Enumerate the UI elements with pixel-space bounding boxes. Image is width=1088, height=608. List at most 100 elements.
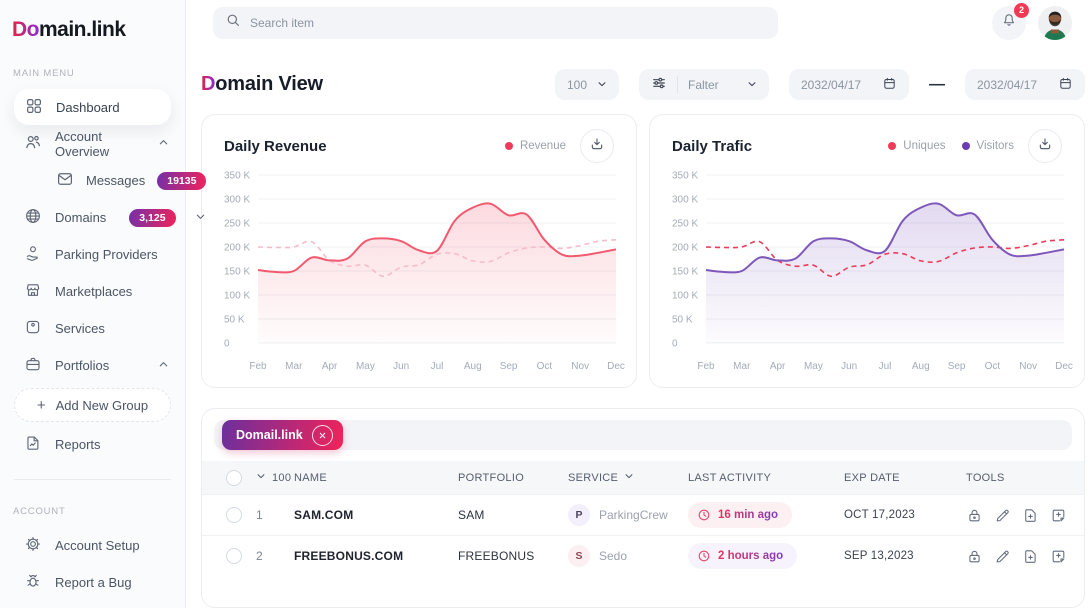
lock-icon[interactable] [966, 507, 983, 524]
notification-count-badge: 2 [1014, 2, 1029, 18]
storefront-icon [24, 281, 42, 302]
sidebar-item-portfolios[interactable]: Portfolios [0, 347, 185, 384]
search-input[interactable] [250, 15, 766, 30]
row-checkbox[interactable] [226, 548, 242, 564]
download-chart-button[interactable] [580, 129, 614, 163]
legend-item-revenue: Revenue [504, 140, 566, 152]
date-from-picker[interactable]: 2032/04/17 [789, 69, 909, 100]
calendar-icon [1058, 76, 1073, 94]
clock-icon [698, 509, 710, 521]
chevron-down-icon[interactable] [195, 210, 206, 225]
download-icon [589, 136, 605, 157]
section-label-main-menu: MAIN MENU [13, 68, 75, 79]
gear-icon [24, 535, 42, 556]
sliders-icon [651, 75, 667, 94]
svg-text:Mar: Mar [733, 361, 751, 372]
last-activity-cell: 16 min ago [688, 502, 844, 528]
sidebar-item-report-a-bug[interactable]: Report a Bug [0, 564, 185, 601]
exp-date: SEP 13,2023 [844, 550, 914, 562]
filter-label: Falter [688, 77, 719, 92]
download-chart-button[interactable] [1028, 129, 1062, 163]
column-service-label: SERVICE [568, 471, 619, 484]
chevron-up-icon[interactable] [158, 358, 169, 373]
column-service[interactable]: SERVICE [568, 471, 688, 484]
legend-dot [961, 142, 970, 150]
svg-text:50 K: 50 K [224, 315, 245, 326]
date-to-picker[interactable]: 2032/04/17 [965, 69, 1085, 100]
row-index: 2 [256, 549, 263, 563]
row-checkbox[interactable] [226, 507, 242, 523]
last-activity-badge: 2 hours ago [688, 543, 798, 569]
sidebar-item-domains[interactable]: Domains 3,125 [0, 199, 204, 236]
add-new-group-button[interactable]: + Add New Group [14, 388, 171, 422]
svg-text:Apr: Apr [770, 361, 786, 372]
filter-tag: Domail.link [222, 420, 343, 450]
edit-pencil-icon[interactable] [994, 548, 1011, 565]
svg-text:200 K: 200 K [224, 243, 250, 254]
svg-text:Feb: Feb [249, 361, 267, 372]
daily-trafic-card: Daily Trafic Uniques Visitors [649, 114, 1085, 388]
sidebar-item-services[interactable]: Services [0, 310, 185, 347]
svg-text:Feb: Feb [697, 361, 715, 372]
column-last-activity: LAST ACTIVITY [688, 471, 772, 484]
filter-select[interactable]: Falter [639, 69, 769, 100]
sidebar-item-dashboard[interactable]: Dashboard [14, 89, 171, 125]
remove-tag-button[interactable] [311, 424, 333, 446]
dashboard-grid-icon [25, 97, 43, 118]
date-to-value: 2032/04/17 [977, 77, 1038, 92]
sidebar-item-reports[interactable]: Reports [0, 426, 185, 463]
column-count[interactable]: 100 [256, 471, 294, 484]
svg-text:May: May [356, 361, 375, 372]
exp-date: OCT 17,2023 [844, 509, 916, 521]
page-size-select[interactable]: 100 [555, 69, 619, 100]
note-add-icon[interactable] [1050, 548, 1067, 565]
sidebar-item-account-setup[interactable]: Account Setup [0, 527, 185, 564]
plus-icon: + [36, 396, 46, 414]
svg-text:200 K: 200 K [672, 243, 698, 254]
domain-name: FREEBONUS.COM [294, 549, 404, 563]
brand-logo-rest: main.link [39, 18, 126, 41]
service-cell: P ParkingCrew [568, 504, 688, 526]
legend-label: Visitors [976, 140, 1015, 152]
sidebar-item-marketplaces[interactable]: Marketplaces [0, 273, 185, 310]
chevron-down-icon [256, 471, 266, 484]
table-row[interactable]: 1 SAM.COM SAM P ParkingCrew 16 min ago O… [202, 494, 1084, 535]
svg-text:300 K: 300 K [672, 195, 698, 206]
bell-icon [1000, 11, 1018, 34]
avatar[interactable] [1038, 5, 1072, 40]
file-plus-icon[interactable] [1022, 548, 1039, 565]
chart-legend: Revenue [504, 140, 566, 152]
lock-icon[interactable] [966, 548, 983, 565]
section-label-account: ACCOUNT [13, 506, 66, 517]
search-bar[interactable] [213, 6, 778, 39]
last-activity-cell: 2 hours ago [688, 543, 844, 569]
edit-pencil-icon[interactable] [994, 507, 1011, 524]
legend-dot [504, 142, 513, 150]
svg-text:Jul: Jul [431, 361, 444, 372]
daily-revenue-chart: 350 K 300 K 250 K 200 K 150 K 100 K 50 K 0 Feb Ma… [224, 167, 625, 373]
table-row[interactable]: 2 FREEBONUS.COM FREEBONUS S Sedo 2 hours… [202, 535, 1084, 576]
select-all-checkbox[interactable] [226, 469, 242, 486]
chevron-up-icon[interactable] [158, 136, 169, 151]
sidebar-item-account-overview[interactable]: Account Overview [0, 125, 185, 162]
portfolio-name: SAM [458, 508, 485, 522]
sidebar-item-label: Account Overview [55, 128, 110, 159]
notifications-button[interactable]: 2 [992, 2, 1029, 40]
file-plus-icon[interactable] [1022, 507, 1039, 524]
sidebar-item-parking-providers[interactable]: Parking Providers [0, 236, 185, 273]
date-from-value: 2032/04/17 [801, 77, 862, 92]
svg-text:Nov: Nov [571, 361, 589, 372]
mail-icon [56, 170, 74, 191]
page-head: Domain View 100 Falter 2032/04/17 [201, 69, 1085, 100]
topbar-right: 2 [992, 2, 1072, 40]
chart-legend: Uniques Visitors [888, 140, 1014, 152]
column-count-label: 100 [272, 471, 292, 484]
sidebar-item-messages[interactable]: Messages 19135 [0, 162, 207, 199]
svg-text:150 K: 150 K [672, 267, 698, 278]
sidebar-item-label: Messages [86, 173, 146, 188]
svg-text:150 K: 150 K [224, 267, 250, 278]
svg-text:Aug: Aug [912, 361, 930, 372]
note-add-icon[interactable] [1050, 507, 1067, 524]
legend-label: Revenue [519, 140, 566, 152]
